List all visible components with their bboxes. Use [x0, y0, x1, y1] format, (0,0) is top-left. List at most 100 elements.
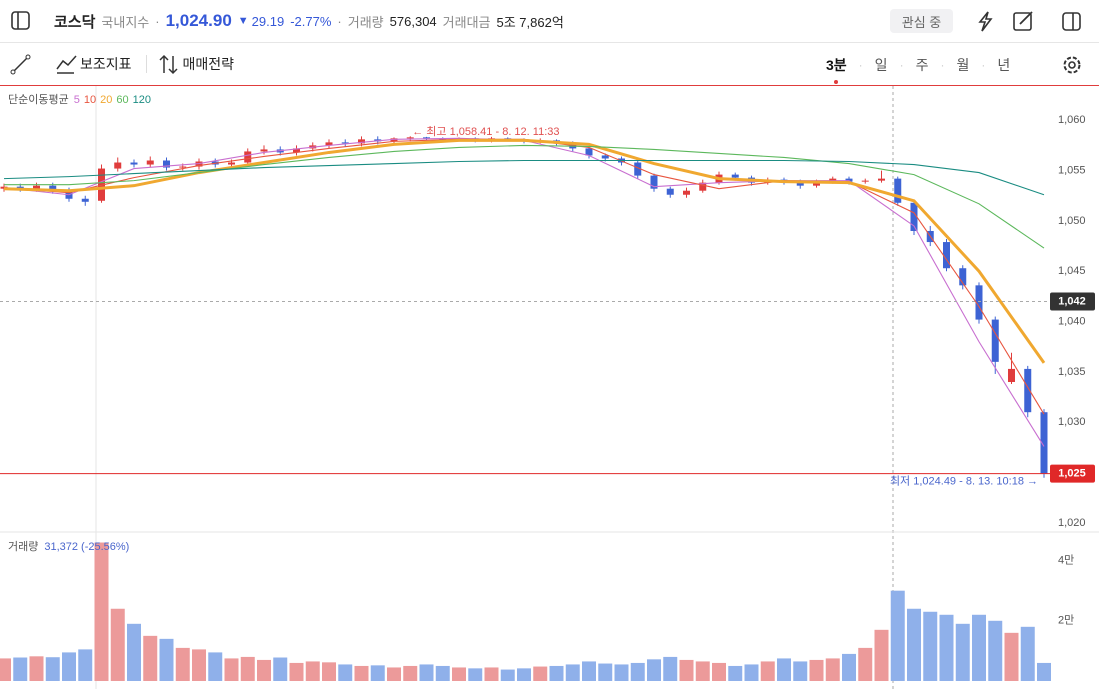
- volume-bar: [224, 658, 239, 681]
- candle-body: [991, 319, 999, 362]
- legend-entry: 10: [84, 94, 96, 106]
- candle-body: [179, 166, 187, 168]
- indicators-button[interactable]: 보조지표: [80, 56, 132, 72]
- strategy-icon: [159, 54, 178, 74]
- legend-entry: 60: [116, 94, 128, 106]
- candle-body: [406, 137, 414, 139]
- candle-body: [163, 160, 170, 168]
- volume-bar: [858, 647, 873, 681]
- y-tick-label: 1,050: [1058, 215, 1086, 227]
- candle-body: [699, 182, 707, 191]
- chart: 1,020 1,025 1,030 1,035 1,040 1,045 1,050 1,055…: [0, 86, 1099, 689]
- volume-bar: [744, 664, 759, 681]
- volume-bar: [614, 664, 629, 681]
- volume-bar: [484, 667, 499, 681]
- panel-icon[interactable]: [1062, 12, 1081, 31]
- volume-bar: [45, 657, 60, 681]
- candle-body: [244, 151, 252, 163]
- period-tab[interactable]: 일: [874, 56, 888, 73]
- volume-bar: [208, 652, 223, 681]
- candle-body: [1040, 412, 1048, 474]
- period-tab[interactable]: 년: [997, 56, 1011, 73]
- volume-change: (-25.56%): [81, 541, 129, 553]
- period-tab[interactable]: 주: [915, 56, 929, 73]
- volume-bar: [1020, 626, 1035, 681]
- volume-bar: [907, 608, 921, 681]
- amount-label: 거래대금: [442, 14, 491, 30]
- dot: ·: [337, 13, 342, 29]
- strategy-button[interactable]: 매매전략: [182, 56, 235, 72]
- y-tick-label: 1,040: [1058, 315, 1086, 327]
- volume-bar: [842, 653, 856, 681]
- edit-icon-pen: [1019, 11, 1033, 25]
- y-tick-label: 2만: [1058, 614, 1074, 627]
- index-name: 코스닥: [54, 13, 96, 31]
- volume-bar: [582, 661, 596, 681]
- candle-body: [975, 285, 983, 320]
- volume-bar: [159, 638, 174, 681]
- edit-icon[interactable]: [1013, 12, 1032, 31]
- annotation-high: ← 최고 1,058.41 - 8. 12. 11:33: [412, 125, 559, 138]
- volume-bar: [1037, 662, 1051, 681]
- watch-button[interactable]: 관심 중: [890, 9, 953, 33]
- moving-average: [3, 138, 1046, 364]
- candle-body: [1024, 368, 1032, 413]
- y-tick-label: 1,030: [1058, 416, 1086, 428]
- y-tick-label: 1,060: [1058, 114, 1086, 126]
- candle-body: [325, 142, 333, 146]
- volume-bar: [874, 629, 889, 681]
- last-price-box: [1050, 464, 1095, 483]
- volume: 576,304: [389, 13, 437, 29]
- crosshair-label: 1,042: [1058, 295, 1086, 307]
- candle-body: [601, 155, 609, 159]
- volume-bar: [890, 590, 905, 681]
- volume-bar: [793, 661, 808, 681]
- volume-bar: [809, 659, 824, 681]
- market: 국내지수: [101, 14, 150, 30]
- dot: ·: [155, 13, 160, 29]
- y-tick-label: 4만: [1058, 553, 1074, 566]
- volume-title: 거래량: [8, 540, 38, 553]
- volume-bar: [289, 662, 304, 681]
- volume-bar: [955, 623, 970, 681]
- flash-icon[interactable]: [978, 11, 993, 32]
- volume-bar: [257, 659, 271, 681]
- candle-body: [585, 148, 593, 156]
- sidebar-icon[interactable]: [0, 0, 44, 43]
- volume-bar: [354, 665, 369, 681]
- separator: [145, 55, 147, 73]
- candle-body: [650, 175, 658, 189]
- candle-body: [49, 185, 57, 191]
- volume-label: 거래량: [347, 14, 384, 30]
- annotation-low: 최저 1,024.49 - 8. 13. 10:18 →: [890, 475, 1038, 488]
- y-tick-label: 1,045: [1058, 265, 1086, 277]
- volume-bar: [679, 659, 694, 681]
- settings-icon[interactable]: [1060, 53, 1084, 77]
- volume-bar: [273, 657, 288, 681]
- volume-current: 31,372: [44, 541, 78, 553]
- candle-body: [293, 148, 300, 153]
- candle-body: [731, 174, 739, 178]
- volume-bar: [322, 662, 336, 681]
- candle-body: [878, 178, 885, 181]
- volume-bar: [305, 661, 320, 681]
- period-tab[interactable]: 월: [956, 56, 970, 73]
- active-dot: [834, 79, 839, 84]
- legend-entry: 5: [74, 94, 80, 106]
- volume-bar: [565, 664, 580, 681]
- volume-bar: [419, 664, 434, 681]
- volume-bar: [533, 666, 548, 681]
- volume-bar: [78, 649, 93, 681]
- volume-bar: [517, 668, 531, 681]
- draw-icon[interactable]: [0, 43, 44, 86]
- toolbar: 보조지표 매매전략 3분 · 일 · 주 · 월 · 년: [0, 43, 1099, 86]
- last-price-label: 1,025: [1058, 468, 1086, 480]
- y-tick-label: 1,055: [1058, 164, 1086, 176]
- candle-body: [358, 139, 365, 144]
- period-tab[interactable]: 3분: [826, 55, 847, 84]
- volume-bar: [387, 667, 401, 681]
- candle-body: [634, 162, 642, 176]
- moving-average: [3, 137, 1045, 447]
- candle-body: [341, 142, 349, 144]
- volume-bar: [988, 620, 1003, 681]
